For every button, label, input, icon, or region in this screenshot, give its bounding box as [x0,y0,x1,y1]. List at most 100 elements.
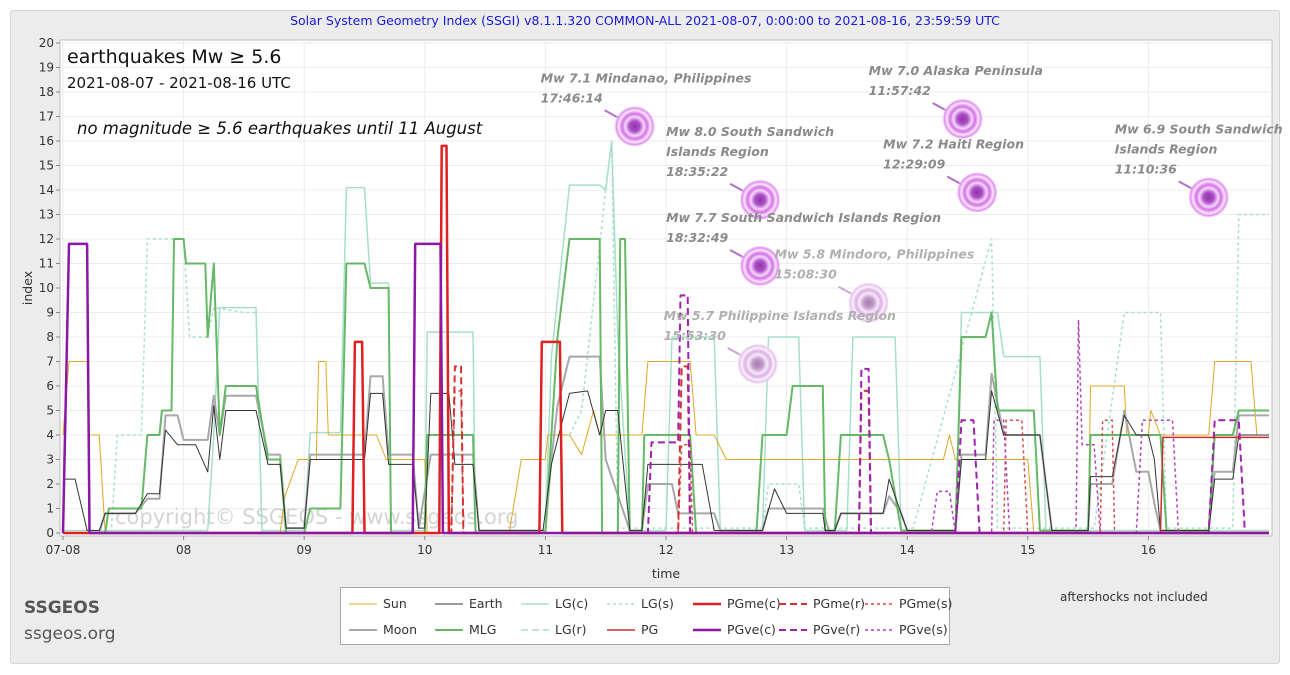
earthquake-swirl-icon [613,105,656,148]
y-tick-label: 15 [39,159,54,173]
event-marker: Mw 7.2 Haiti Region 12:29:09 [883,136,1024,214]
event-marker: Mw 6.9 South Sandwich Islands Region 11:10… [1115,121,1283,219]
y-tick-label: 2 [46,477,54,491]
legend-swatch [865,603,893,605]
y-tick-label: 0 [46,526,54,540]
x-tick-label: 09 [297,543,312,557]
y-tick-label: 19 [39,61,54,75]
legend-swatch [435,629,463,631]
earthquake-swirl-icon [739,178,782,221]
swirl-ring [948,104,978,134]
legend-label: PGme(c) [727,596,781,611]
legend-label: PGve(c) [727,622,776,637]
event-label: 18:32:49 [666,230,728,245]
earthquake-swirl-icon [847,281,890,324]
series-line-mlg [63,238,1269,534]
x-tick-label: 15 [1020,543,1035,557]
legend-swatch [607,629,635,631]
y-tick-label: 17 [39,110,54,124]
y-tick-label: 5 [46,404,54,418]
legend-swatch [865,629,893,631]
series-line-lg-s [63,140,1269,534]
legend-label: LG(r) [555,622,587,637]
chart-subtitle: 2021-08-07 - 2021-08-16 UTC [67,74,291,92]
series-line-pgme-r [63,365,1269,534]
legend: Sun Earth LG(c) LG(s) PGme(c) PGme(r) PGme(s) M… [340,587,953,645]
legend-label: Sun [383,596,407,611]
swirl-ring [620,111,650,141]
event-label: Mw 8.0 South Sandwich [666,124,834,139]
legend-swatch [779,603,807,605]
x-tick-label: 07-08 [46,543,81,557]
event-label: 18:35:22 [666,164,728,179]
legend-swatch [435,603,463,605]
legend-swatch [607,603,635,605]
legend-label: LG(c) [555,596,589,611]
legend-label: Moon [383,622,418,637]
legend-label: PG [641,622,659,637]
y-tick-label: 4 [46,428,54,442]
event-label: 15:08:30 [775,267,837,282]
legend-label: PGme(r) [813,596,865,611]
chart-title: earthquakes Mw ≥ 5.6 [67,46,281,68]
legend-label: PGme(s) [899,596,953,611]
legend-swatch [349,603,377,605]
y-tick-label: 18 [39,85,54,99]
event-label: Mw 7.1 Mindanao, Philippines [541,70,752,85]
event-label: Mw 7.2 Haiti Region [883,136,1024,151]
brand-name: SSGEOS [24,598,100,618]
y-tick-label: 9 [46,306,54,320]
event-label: Mw 6.9 South Sandwich [1115,121,1283,136]
legend-swatch [693,602,721,606]
x-tick-label: 11 [538,543,553,557]
earthquake-swirl-icon [739,244,782,287]
legend-swatch [349,629,377,631]
header-title: Solar System Geometry Index (SSGI) v8.1.… [290,13,1000,28]
event-marker: Mw 8.0 South Sandwich Islands Region 18:35… [666,124,834,221]
y-axis-label: index [20,271,35,305]
earthquake-swirl-icon [956,171,999,214]
y-tick-label: 3 [46,453,54,467]
brand: SSGEOS ssgeos.org [24,598,116,644]
y-tick-label: 12 [39,232,54,246]
event-marker: Mw 7.1 Mindanao, Philippines 17:46:14 [541,70,752,148]
event-label: Islands Region [666,144,769,159]
series-line-lg-c [63,140,1269,532]
legend-label: LG(s) [641,596,674,611]
brand-site: ssgeos.org [24,624,116,644]
legend-swatch [693,628,721,632]
series-line-pgve-c [61,242,1269,535]
event-label: Mw 7.7 South Sandwich Islands Region [666,210,941,225]
x-tick-label: 10 [417,543,432,557]
main-annotation: no magnitude ≥ 5.6 earthquakes until 11 … [77,119,483,138]
legend-label: Earth [469,596,503,611]
event-label: 11:57:42 [869,83,931,98]
event-label: Mw 5.7 Philippine Islands Region [664,308,896,323]
series-line-pgve-r [63,294,1269,534]
earthquake-swirl-icon [1187,176,1230,219]
y-tick-label: 7 [46,355,54,369]
event-annotations: Mw 7.1 Mindanao, Philippines 17:46:14 Mw 8… [541,63,1283,385]
y-tick-label: 13 [39,208,54,222]
event-marker: Mw 5.8 Mindoro, Philippines 15:08:30 [775,247,975,324]
event-label: Mw 5.8 Mindoro, Philippines [775,247,975,262]
y-tick-label: 10 [39,281,54,295]
x-tick-label: 12 [658,543,673,557]
x-tick-label: 13 [779,543,794,557]
swirl-ring [1194,182,1224,212]
legend-swatch [521,603,549,605]
legend-label: MLG [469,622,497,637]
aftershock-note: aftershocks not included [1060,590,1208,604]
earthquake-swirl-icon [941,97,984,140]
event-label: 11:10:36 [1115,161,1177,176]
event-label: 15:53:30 [664,328,726,343]
y-tick-label: 1 [46,502,54,516]
event-label: 12:29:09 [883,156,945,171]
y-tick-label: 6 [46,379,54,393]
swirl-ring [854,288,884,318]
legend-label: PGve(r) [813,622,861,637]
swirl-ring [962,177,992,208]
y-tick-label: 14 [39,183,54,197]
x-axis: 07-08 08 09 10 11 12 13 14 15 16 [46,536,1156,557]
